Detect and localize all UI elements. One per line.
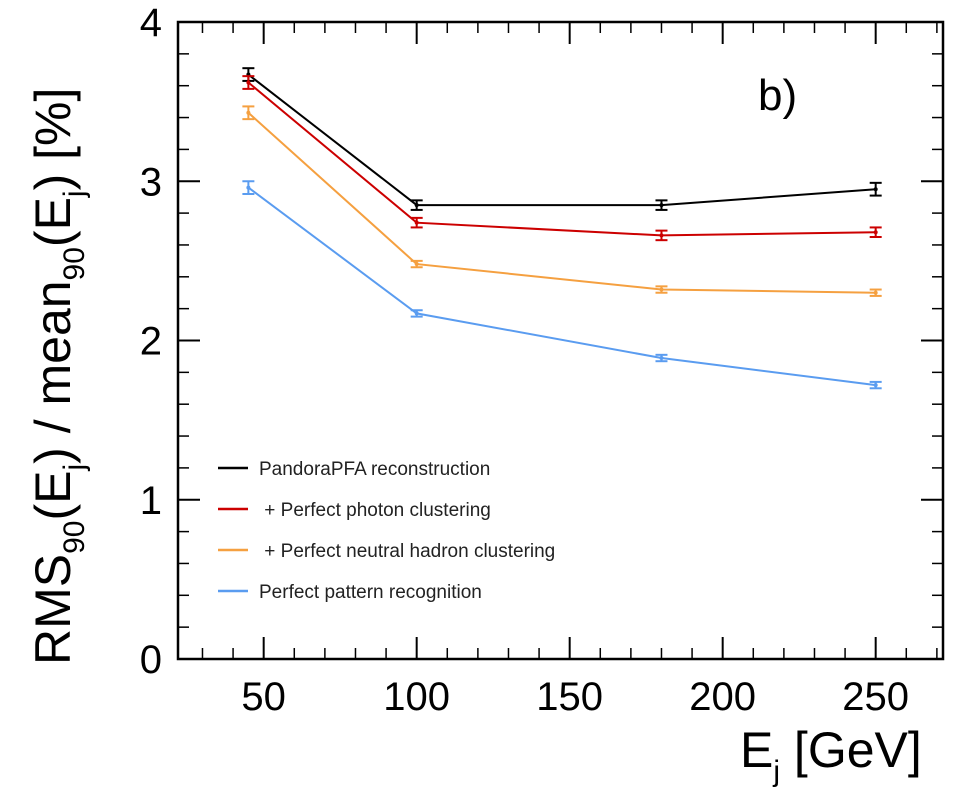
y-title-sub2: j: [58, 464, 91, 472]
y-title-part5: ) [%]: [25, 88, 81, 191]
data-point: [414, 203, 419, 208]
series-2: [242, 75, 882, 242]
data-point: [414, 262, 419, 267]
data-point: [659, 203, 664, 208]
series-line: [247, 73, 876, 207]
series-3: [242, 105, 882, 297]
error-bar: [869, 288, 882, 297]
error-bar: [242, 75, 255, 90]
error-bar: [410, 259, 423, 269]
series-line: [247, 112, 876, 294]
series-line: [247, 186, 876, 387]
legend-item: + Perfect photon clustering: [218, 500, 491, 521]
x-tick-label: 200: [689, 675, 756, 719]
panel-label: b): [758, 71, 797, 120]
x-axis-title-sub: j: [772, 755, 780, 788]
y-title-part2: (E: [25, 471, 81, 521]
y-title-sub3: 90: [58, 247, 91, 280]
data-point: [414, 220, 419, 225]
error-bar: [869, 380, 882, 390]
data-point: [873, 187, 878, 192]
data-point: [873, 383, 878, 388]
x-axis-title: Ej [GeV]: [740, 722, 922, 788]
y-tick-label: 2: [140, 320, 162, 364]
data-point: [659, 356, 664, 361]
legend-item: PandoraPFA reconstruction: [218, 459, 490, 480]
y-tick-label: 1: [140, 479, 162, 523]
x-tick-label: 250: [842, 675, 909, 719]
error-bar: [242, 105, 255, 121]
legend-label: + Perfect neutral hadron clustering: [259, 541, 555, 562]
error-bar: [869, 226, 882, 238]
series-layer: [242, 67, 882, 390]
error-bar: [242, 180, 255, 195]
data-point: [414, 311, 419, 316]
error-bar: [655, 229, 668, 242]
series-4: [242, 180, 882, 390]
tick-labels: 50 100 150 200 250 0 1 2 3 4: [140, 1, 909, 719]
major-ticks: [178, 21, 943, 660]
y-title-part1: RMS: [25, 554, 81, 665]
data-point: [659, 287, 664, 292]
x-tick-label: 50: [241, 675, 286, 719]
x-axis-title-main: E: [740, 722, 773, 778]
y-tick-label: 4: [140, 1, 162, 45]
error-bar: [410, 309, 423, 318]
data-point: [246, 110, 251, 115]
error-bar: [869, 181, 882, 197]
series-line: [247, 81, 876, 237]
legend: PandoraPFA reconstruction + Perfect phot…: [218, 459, 555, 603]
data-point: [873, 230, 878, 235]
error-bar: [410, 216, 423, 229]
series-1: [242, 67, 882, 211]
legend-label: PandoraPFA reconstruction: [259, 459, 490, 480]
data-point: [873, 290, 878, 295]
y-title-sub4: j: [58, 190, 91, 198]
y-axis-title: RMS90(Ej) / mean90(Ej) [%]: [25, 88, 91, 665]
legend-item: + Perfect neutral hadron clustering: [218, 541, 555, 562]
data-point: [246, 185, 251, 190]
legend-label: + Perfect photon clustering: [259, 500, 491, 521]
x-axis-title-unit: [GeV]: [780, 722, 922, 778]
legend-item: Perfect pattern recognition: [218, 582, 482, 603]
legend-label: Perfect pattern recognition: [259, 582, 482, 603]
data-point: [246, 80, 251, 85]
minor-ticks: [178, 22, 943, 659]
error-bar: [655, 285, 668, 294]
y-title-part3: ) / mean: [25, 280, 81, 463]
data-point: [659, 233, 664, 238]
error-bar: [655, 353, 668, 363]
x-tick-label: 100: [383, 675, 450, 719]
y-title-sub1: 90: [58, 521, 91, 554]
y-tick-label: 3: [140, 160, 162, 204]
y-tick-label: 0: [140, 638, 162, 682]
y-title-part4: (E: [25, 197, 81, 247]
x-tick-label: 150: [536, 675, 603, 719]
error-bar: [410, 199, 423, 211]
error-bar: [655, 199, 668, 211]
